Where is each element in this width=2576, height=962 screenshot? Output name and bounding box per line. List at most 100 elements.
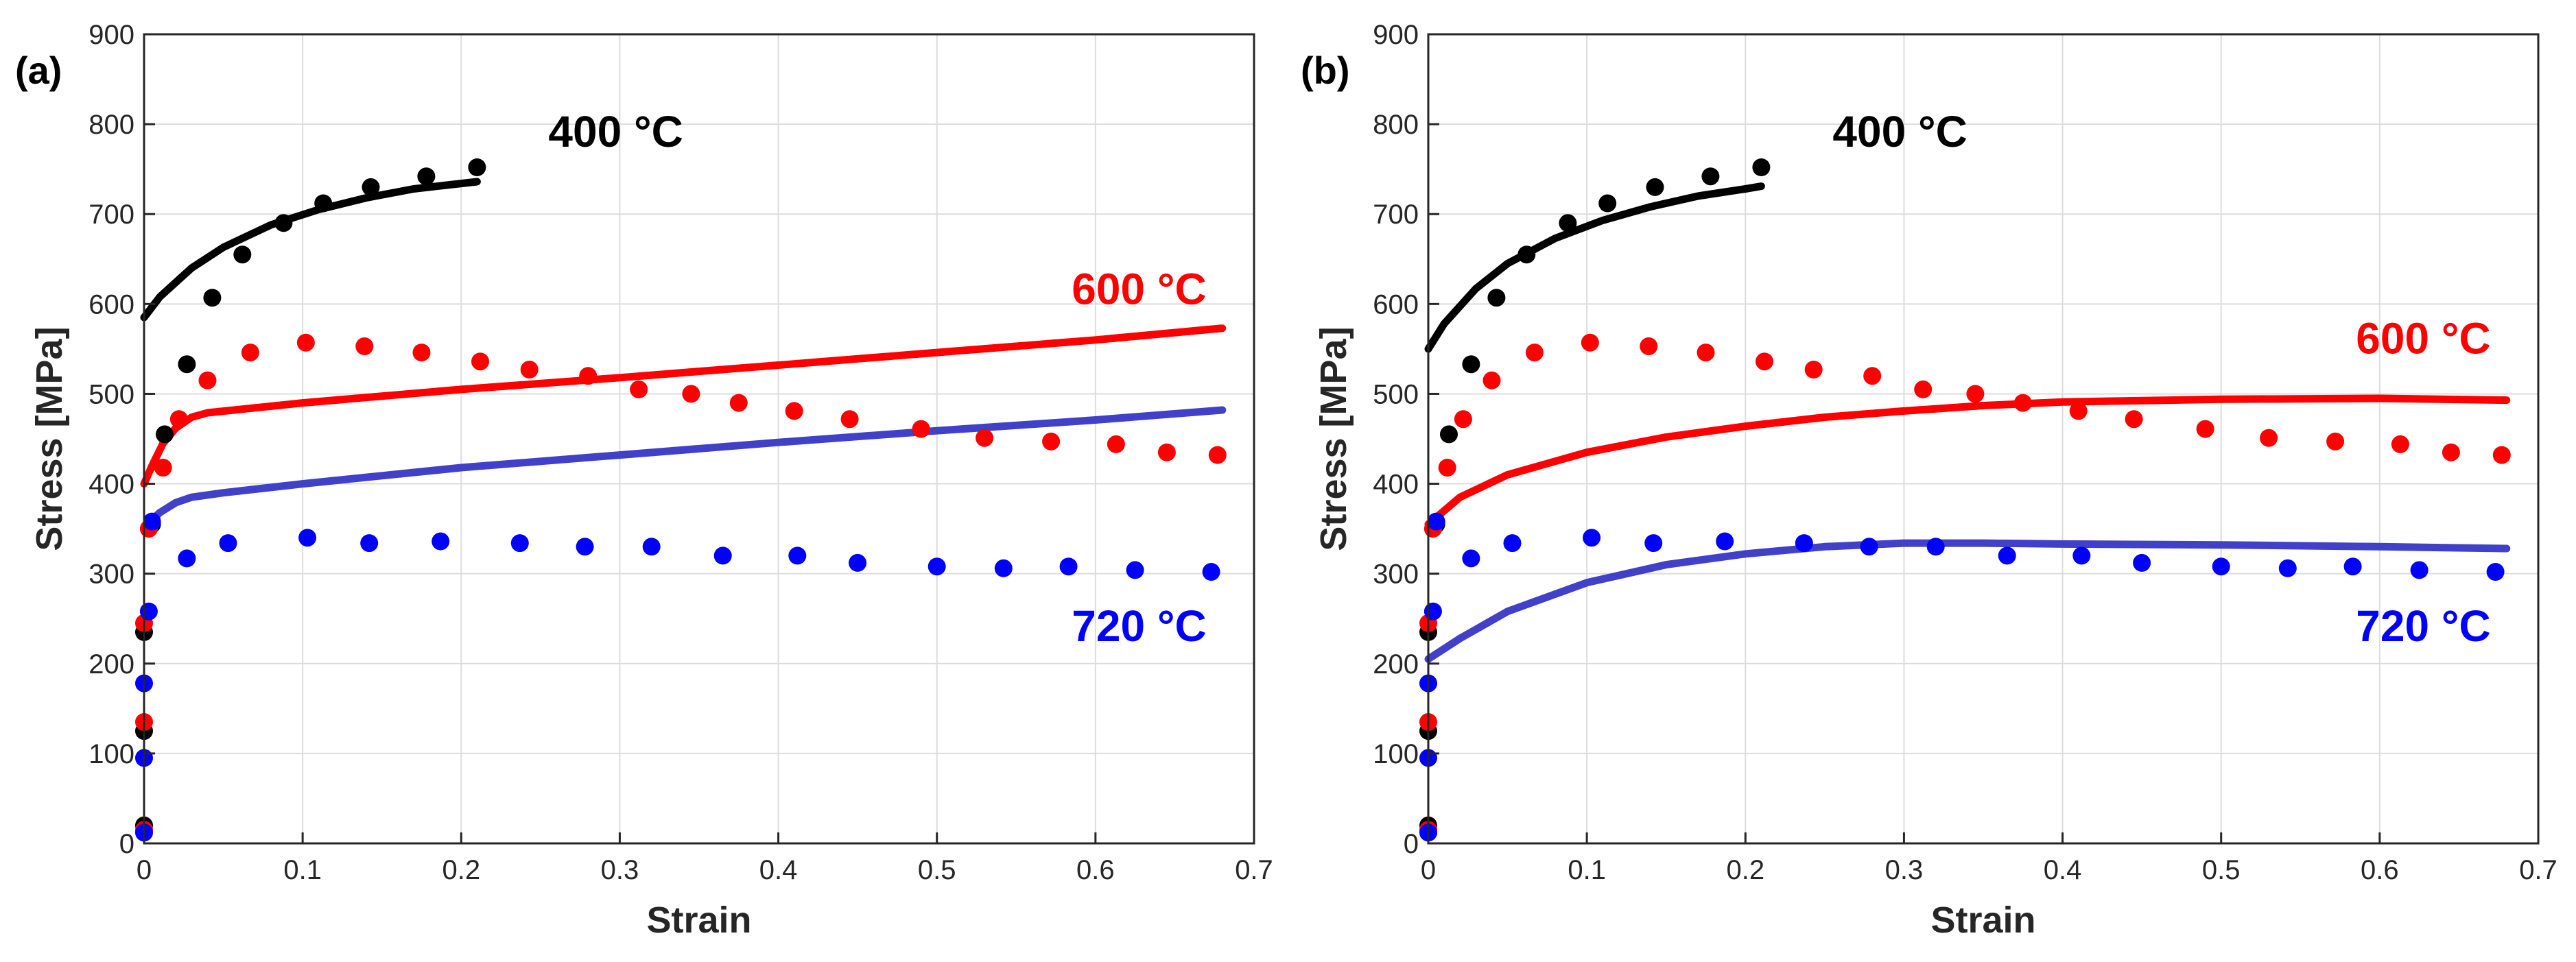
data-point-600c: [1966, 385, 1985, 403]
data-point-400c: [274, 214, 293, 232]
data-point-600c: [912, 420, 930, 438]
y-tick-label: 900: [88, 20, 134, 50]
data-point-400c: [314, 194, 333, 213]
data-point-600c: [1454, 410, 1472, 429]
y-tick-label: 400: [88, 470, 134, 500]
series-annotation-600c: 600 °C: [1072, 264, 1206, 313]
y-axis-label: Stress [MPa]: [29, 326, 70, 551]
data-point-400c: [1752, 158, 1771, 176]
y-tick-label: 700: [88, 200, 134, 230]
fit-line-400c: [1424, 182, 1765, 353]
data-point-600c: [1756, 352, 1773, 371]
x-tick-label: 0.3: [601, 855, 639, 885]
data-point-720c: [2212, 557, 2230, 576]
data-point-600c: [1438, 459, 1456, 477]
plot-area: [1428, 34, 2538, 843]
data-point-400c: [1701, 167, 1720, 186]
data-point-600c: [1640, 337, 1658, 355]
data-point-720c: [298, 529, 317, 547]
fit-line-720c: [140, 406, 1227, 531]
data-point-600c: [169, 410, 188, 429]
data-point-600c: [2391, 435, 2409, 453]
fit-line-400c: [140, 178, 481, 322]
data-point-720c: [1503, 534, 1522, 553]
y-tick-label: 0: [1404, 829, 1419, 859]
y-tick-label: 0: [119, 829, 134, 859]
data-point-600c: [1208, 446, 1227, 464]
data-point-600c: [1157, 443, 1176, 461]
plot-area: [144, 34, 1254, 843]
data-point-600c: [1107, 435, 1125, 453]
data-point-720c: [788, 546, 807, 565]
data-point-400c: [1598, 194, 1617, 213]
data-point-600c: [976, 429, 994, 447]
data-point-400c: [468, 158, 486, 176]
chart-panel-b: 0 0.1 0.2 0.3 0.4 0.5 0.6 0.7 0 100 200 300 400 500 60…: [1301, 20, 2557, 941]
y-tick-label: 200: [88, 649, 134, 680]
data-point-720c: [360, 534, 379, 553]
data-point-400c: [362, 178, 380, 196]
x-tick-label: 0.7: [1235, 855, 1273, 885]
data-point-400c: [156, 425, 174, 444]
data-point-600c: [1525, 344, 1544, 362]
data-point-600c: [1697, 344, 1715, 362]
data-point-600c: [1804, 361, 1823, 378]
data-point-600c: [2492, 446, 2511, 464]
fit-line-600c: [1424, 394, 2511, 529]
x-tick-label: 0.5: [918, 855, 956, 885]
fit-line-600c: [140, 324, 1227, 488]
y-tick-label: 800: [88, 110, 134, 140]
x-tick-label: 0.6: [1076, 855, 1115, 885]
fit-line-720c: [1424, 539, 2511, 663]
y-axis-label: Stress [MPa]: [1313, 326, 1354, 551]
data-point-720c: [1998, 546, 2016, 565]
data-point-400c: [233, 245, 252, 264]
data-point-720c: [713, 546, 732, 565]
data-point-720c: [1644, 534, 1663, 553]
data-point-720c: [2133, 553, 2151, 572]
data-point-600c: [2069, 402, 2088, 420]
data-point-600c: [2260, 429, 2278, 447]
x-tick-label: 0.3: [1885, 855, 1924, 885]
data-point-600c: [1581, 333, 1599, 352]
data-point-600c: [579, 367, 598, 385]
data-point-720c: [1126, 561, 1144, 579]
data-point-600c: [2326, 432, 2345, 450]
data-point-400c: [1646, 178, 1664, 196]
x-tick-label: 0.1: [283, 855, 322, 885]
data-point-600c: [2013, 394, 2032, 412]
data-point-720c: [1926, 538, 1945, 556]
data-point-600c: [154, 459, 172, 477]
data-point-600c: [840, 410, 859, 429]
data-point-600c: [296, 333, 315, 352]
data-point-600c: [355, 337, 374, 355]
data-point-720c: [2278, 559, 2297, 577]
x-tick-label: 0.5: [2202, 855, 2241, 885]
y-tick-label: 100: [1373, 739, 1419, 769]
x-tick-label: 0: [137, 855, 152, 885]
data-point-600c: [1042, 432, 1061, 450]
data-point-720c: [1795, 534, 1813, 553]
x-tick-label: 0.2: [442, 855, 480, 885]
data-point-720c: [432, 532, 450, 551]
data-point-720c: [219, 534, 237, 553]
data-point-600c: [785, 402, 803, 420]
data-point-400c: [417, 167, 436, 186]
data-point-720c: [2072, 546, 2091, 565]
data-point-720c: [510, 534, 529, 553]
data-point-400c: [1440, 425, 1458, 444]
data-point-600c: [198, 371, 217, 389]
series-annotation-400c: 400 °C: [548, 107, 683, 156]
data-point-600c: [412, 344, 431, 362]
y-tick-label: 500: [1373, 379, 1419, 409]
data-point-720c: [642, 538, 661, 556]
data-point-600c: [241, 344, 259, 362]
series-annotation-600c: 600 °C: [2356, 313, 2490, 363]
data-point-720c: [849, 553, 867, 572]
y-tick-label: 800: [1373, 110, 1419, 140]
data-point-720c: [576, 538, 594, 556]
data-point-720c: [1860, 538, 1878, 556]
data-point-720c: [2486, 563, 2505, 581]
data-point-600c: [2125, 410, 2143, 429]
axes-frame: [1427, 33, 2540, 845]
